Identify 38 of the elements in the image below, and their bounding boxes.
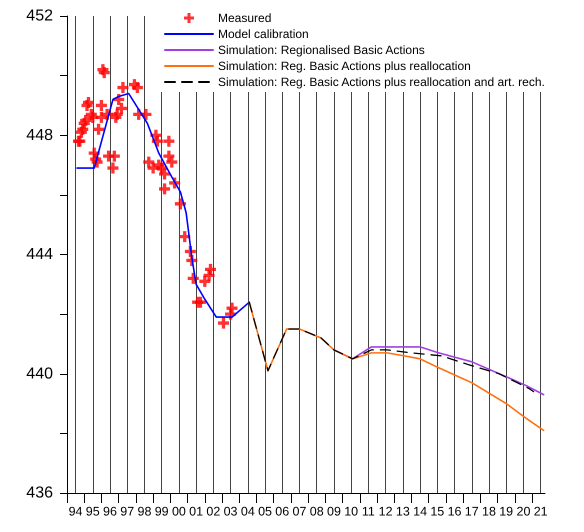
- y-tick-label: 436: [26, 484, 54, 502]
- x-tick-label: 11: [362, 504, 375, 518]
- x-tick-label: 16: [448, 504, 462, 518]
- x-tick-label: 21: [534, 504, 548, 518]
- x-tick-label: 06: [275, 504, 290, 518]
- x-tick-label: 09: [326, 504, 341, 518]
- x-tick-label: 07: [292, 504, 306, 518]
- legend-label: Simulation: Reg. Basic Actions plus reallocation: [218, 59, 471, 73]
- y-tick-label: 448: [26, 126, 54, 144]
- x-tick-label: 03: [224, 504, 238, 518]
- x-tick-label: 04: [240, 504, 255, 518]
- x-tick-label: 17: [464, 504, 479, 518]
- legend-label: Simulation: Regionalised Basic Actions: [218, 43, 425, 57]
- y-tick-label: 444: [26, 246, 54, 263]
- x-tick-label: 12: [378, 504, 393, 518]
- y-tick-label: 440: [26, 365, 54, 382]
- x-tick-label: 01: [189, 504, 204, 518]
- x-tick-label: 15: [430, 504, 444, 518]
- x-tick-label: 19: [499, 504, 514, 518]
- x-tick-label: 02: [206, 504, 220, 518]
- x-tick-label: 99: [154, 504, 169, 518]
- x-tick-label: 10: [344, 504, 358, 518]
- legend-label: Measured: [218, 11, 272, 25]
- legend-label: Model calibration: [218, 27, 309, 41]
- x-tick-label: 14: [413, 504, 428, 518]
- legend-label: Simulation: Reg. Basic Actions plus reallocation and art. rech.: [218, 75, 545, 89]
- x-tick-label: 94: [68, 504, 83, 518]
- x-tick-label: 13: [396, 504, 410, 518]
- x-tick-label: 97: [120, 504, 134, 518]
- x-tick-label: 96: [103, 504, 118, 518]
- x-tick-label: 08: [310, 504, 324, 518]
- x-tick-label: 18: [482, 504, 496, 518]
- y-tick-label: 452: [26, 8, 54, 24]
- x-tick-label: 95: [86, 504, 100, 518]
- x-tick-label: 00: [172, 504, 186, 518]
- x-tick-label: 05: [258, 504, 272, 518]
- x-tick-label: 20: [516, 504, 530, 518]
- x-tick-label: 98: [137, 504, 152, 518]
